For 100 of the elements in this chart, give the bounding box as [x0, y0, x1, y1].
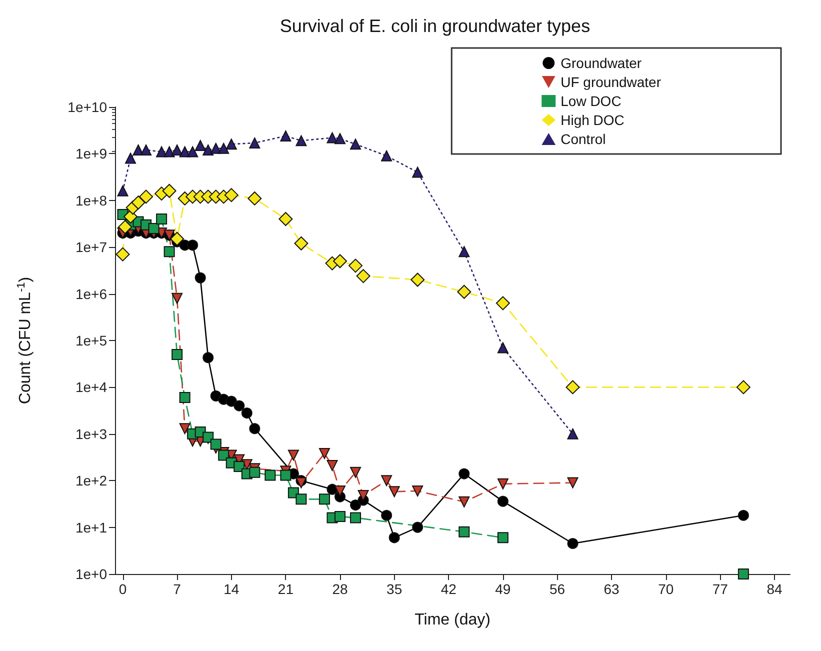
legend-label: Low DOC: [560, 93, 622, 109]
point: [388, 532, 400, 544]
y-tick-label: 1e+1: [75, 519, 108, 536]
point: [118, 220, 132, 234]
y-tick-label: 1e+4: [75, 379, 108, 396]
x-tick-label: 7: [173, 581, 182, 597]
point: [234, 400, 245, 412]
y-tick-label: 1e+8: [75, 192, 108, 208]
point: [497, 496, 508, 507]
point: [356, 269, 370, 284]
point: [497, 532, 508, 544]
x-tick-label: 49: [495, 581, 511, 597]
point: [350, 500, 362, 511]
point: [350, 466, 362, 478]
x-tick-label: 0: [118, 581, 127, 597]
point: [172, 292, 183, 304]
point: [164, 146, 175, 158]
point: [326, 132, 338, 144]
legend-label: Control: [560, 131, 606, 147]
point: [350, 512, 362, 524]
point: [410, 272, 425, 287]
legend-label: High DOC: [560, 112, 624, 128]
point: [381, 150, 392, 162]
point: [497, 478, 508, 490]
x-tick-label: 14: [224, 581, 240, 597]
point: [567, 538, 578, 549]
x-tick-label: 84: [766, 581, 782, 597]
point: [736, 380, 750, 394]
x-tick-label: 70: [658, 581, 674, 597]
point: [179, 392, 190, 404]
y-tick-label: 1e+7: [75, 239, 108, 256]
y-axis-title: Count (CFU mL-1): [16, 276, 34, 404]
point: [458, 496, 470, 508]
point: [458, 246, 470, 258]
point: [156, 146, 168, 158]
point: [218, 142, 230, 154]
y-tick-label: 1e+9: [75, 146, 108, 162]
point: [156, 213, 168, 224]
y-tick-label: 1e+0: [75, 566, 108, 582]
point: [194, 140, 206, 151]
point: [458, 526, 470, 538]
point: [412, 485, 424, 496]
point: [131, 196, 146, 210]
point: [226, 138, 237, 150]
point: [210, 142, 222, 154]
point: [202, 352, 214, 364]
point: [348, 258, 363, 273]
point: [117, 185, 128, 196]
point: [566, 380, 580, 394]
legend-label: UF groundwater: [560, 74, 662, 90]
point: [567, 477, 578, 488]
point: [218, 450, 230, 461]
point: [234, 461, 245, 472]
point: [280, 130, 292, 142]
point: [296, 135, 307, 146]
point: [381, 475, 392, 486]
y-tick-label: 1e+10: [68, 99, 108, 115]
point: [179, 423, 190, 434]
point: [162, 184, 176, 198]
point: [278, 212, 293, 226]
point: [567, 428, 578, 440]
x-tick-label: 63: [604, 581, 620, 597]
point: [334, 133, 346, 144]
point: [139, 190, 154, 204]
point: [170, 232, 184, 246]
point: [280, 470, 292, 481]
point: [187, 240, 198, 251]
point: [294, 236, 308, 250]
point: [194, 272, 206, 284]
point: [326, 460, 338, 472]
point: [318, 494, 330, 505]
y-tick-label: 1e+3: [75, 426, 108, 442]
point: [249, 137, 260, 148]
point: [738, 510, 749, 521]
chart-title: Survival of E. coli in groundwater types: [280, 16, 590, 36]
point: [738, 568, 749, 580]
legend-label: Groundwater: [560, 55, 642, 71]
y-tick-label: 1e+2: [75, 472, 108, 489]
point: [350, 138, 362, 150]
x-tick-label: 42: [440, 581, 457, 597]
point: [248, 191, 262, 206]
point: [249, 423, 260, 434]
point: [187, 146, 198, 158]
point: [210, 438, 222, 450]
x-axis-title: Time (day): [414, 612, 490, 628]
point: [172, 349, 183, 360]
point: [496, 296, 510, 310]
x-tick-label: 21: [278, 581, 294, 597]
point: [412, 166, 424, 178]
point: [172, 144, 183, 156]
point: [124, 210, 138, 224]
point: [140, 144, 152, 156]
point: [412, 522, 424, 533]
point: [358, 490, 369, 501]
point: [288, 450, 299, 461]
point: [179, 146, 190, 158]
point: [333, 254, 347, 268]
point: [164, 246, 175, 258]
point: [202, 144, 214, 156]
x-tick-label: 56: [549, 581, 566, 597]
